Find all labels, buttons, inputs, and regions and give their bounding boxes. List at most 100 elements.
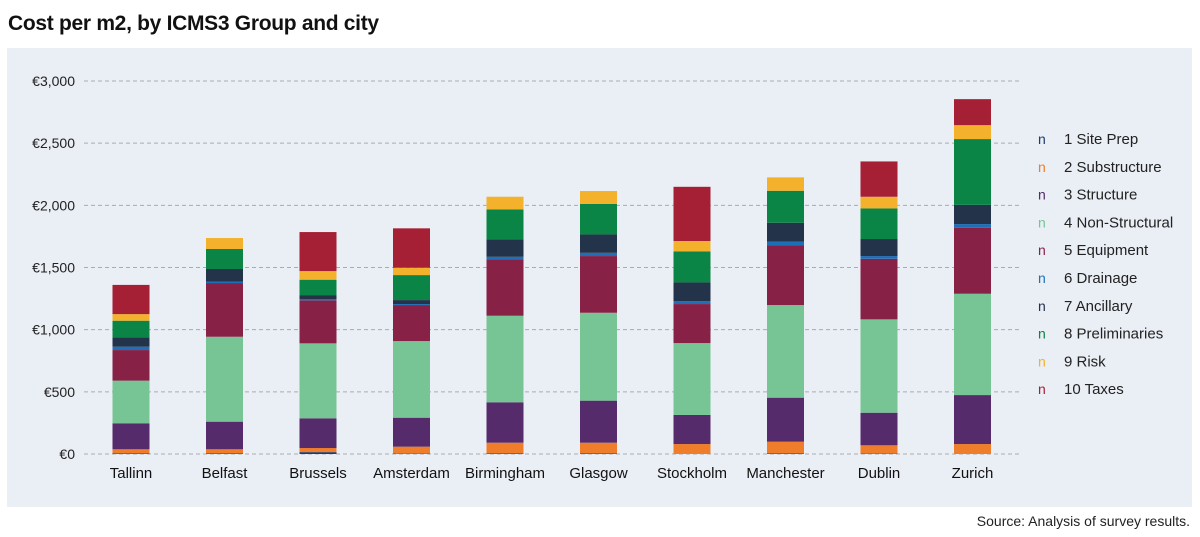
bar-segment-zurich-8 xyxy=(954,139,991,205)
x-tick-label: Dublin xyxy=(858,465,901,482)
bar-segment-amsterdam-5 xyxy=(393,305,430,342)
x-tick-label: Belfast xyxy=(202,465,249,482)
bar-segment-belfast-8 xyxy=(206,248,243,269)
bar-segment-zurich-9 xyxy=(954,125,991,140)
bar-segment-dublin-3 xyxy=(860,412,898,446)
bar-segment-amsterdam-7 xyxy=(393,300,430,305)
legend-label: 5 Equipment xyxy=(1064,242,1149,259)
bar-segment-tallinn-9 xyxy=(112,314,150,321)
bar-segment-belfast-3 xyxy=(206,421,243,450)
bar-segment-tallinn-2 xyxy=(112,449,150,454)
legend-label: 3 Structure xyxy=(1064,187,1137,204)
bar-segment-belfast-5 xyxy=(206,283,243,337)
bar-segment-glasgow-9 xyxy=(580,191,617,204)
bar-segment-brussels-5 xyxy=(299,300,337,344)
bar-segment-brussels-10 xyxy=(299,232,337,272)
legend-marker: n xyxy=(1038,159,1046,175)
bar-segment-dublin-4 xyxy=(860,319,898,413)
bar-segment-stockholm-7 xyxy=(673,282,711,302)
bar-segment-birmingham-7 xyxy=(486,239,524,257)
bar-segment-stockholm-5 xyxy=(673,304,711,344)
bar-segment-stockholm-4 xyxy=(673,343,711,415)
bar-segment-tallinn-1 xyxy=(112,453,150,454)
bar-segment-dublin-8 xyxy=(860,208,898,240)
bar-segment-zurich-6 xyxy=(954,224,991,228)
legend-marker: n xyxy=(1038,381,1046,397)
bar-segment-tallinn-8 xyxy=(112,320,150,338)
bar-segment-manchester-4 xyxy=(767,305,804,398)
legend-label: 9 Risk xyxy=(1064,353,1106,370)
bar-segment-manchester-6 xyxy=(767,241,804,246)
x-tick-label: Brussels xyxy=(289,465,347,482)
bar-segment-brussels-4 xyxy=(299,343,337,419)
bar-segment-zurich-5 xyxy=(954,227,991,294)
bar-segment-amsterdam-3 xyxy=(393,417,430,447)
bar-segment-birmingham-1 xyxy=(486,453,524,454)
legend-label: 2 Substructure xyxy=(1064,159,1162,176)
bar-segment-glasgow-1 xyxy=(580,453,617,454)
bar-segment-zurich-7 xyxy=(954,204,991,225)
bar-segment-brussels-2 xyxy=(299,448,337,453)
bar-segment-dublin-5 xyxy=(860,258,898,320)
y-tick-label: €2,500 xyxy=(32,135,75,151)
bar-segment-brussels-6 xyxy=(299,299,337,301)
legend-label: 4 Non-Structural xyxy=(1064,214,1173,231)
bar-segment-stockholm-8 xyxy=(673,251,711,283)
x-tick-label: Glasgow xyxy=(569,465,628,482)
bar-segment-tallinn-6 xyxy=(112,346,150,351)
bar-segment-manchester-7 xyxy=(767,222,804,242)
bar-segment-tallinn-4 xyxy=(112,380,150,424)
x-tick-label: Amsterdam xyxy=(373,465,450,482)
bar-segment-stockholm-3 xyxy=(673,414,711,445)
chart-title: Cost per m2, by ICMS3 Group and city xyxy=(8,12,379,35)
bar-segment-belfast-6 xyxy=(206,281,243,284)
bar-segment-zurich-3 xyxy=(954,395,991,445)
legend-marker: n xyxy=(1038,214,1046,230)
bar-segment-dublin-9 xyxy=(860,196,898,209)
bar-segment-stockholm-6 xyxy=(673,301,711,305)
x-tick-label: Birmingham xyxy=(465,465,545,482)
bar-segment-birmingham-8 xyxy=(486,209,524,240)
bar-segment-dublin-6 xyxy=(860,256,898,259)
bar-segment-glasgow-2 xyxy=(580,442,617,454)
stacked-bar-chart: €0 €500 €1,000 €1,500 €2,000 €2,500 €3,000 Tall… xyxy=(32,73,1173,482)
y-tick-label: €1,000 xyxy=(32,322,75,338)
bar-segment-birmingham-5 xyxy=(486,259,524,316)
legend-label: 8 Preliminaries xyxy=(1064,326,1163,343)
bar-segment-manchester-3 xyxy=(767,397,804,442)
bar-segment-zurich-4 xyxy=(954,293,991,396)
bar-segment-manchester-8 xyxy=(767,190,804,223)
x-tick-label: Manchester xyxy=(746,465,824,482)
chart-panel: €0 €500 €1,000 €1,500 €2,000 €2,500 €3,000 Tall… xyxy=(7,48,1192,507)
bar-segment-birmingham-6 xyxy=(486,256,524,260)
bar-segment-glasgow-4 xyxy=(580,312,617,401)
bar-segment-brussels-7 xyxy=(299,295,337,300)
bar-segment-stockholm-9 xyxy=(673,241,711,252)
bar-segment-zurich-10 xyxy=(954,99,991,126)
bar-segment-belfast-7 xyxy=(206,268,243,282)
bar-segment-tallinn-3 xyxy=(112,423,150,450)
bar-segment-stockholm-2 xyxy=(673,444,711,454)
legend-label: 1 Site Prep xyxy=(1064,131,1138,148)
bar-segment-tallinn-10 xyxy=(112,284,150,315)
y-tick-label: €1,500 xyxy=(32,260,75,276)
bar-segment-dublin-10 xyxy=(860,161,898,197)
bar-segment-glasgow-3 xyxy=(580,400,617,443)
bar-segment-brussels-3 xyxy=(299,418,337,449)
bar-segment-amsterdam-8 xyxy=(393,275,430,301)
y-tick-label: €3,000 xyxy=(32,73,75,89)
bar-segment-manchester-5 xyxy=(767,245,804,306)
y-tick-label: €0 xyxy=(59,446,75,462)
bar-segment-birmingham-3 xyxy=(486,402,524,443)
bar-segment-zurich-2 xyxy=(954,444,991,454)
bar-segment-amsterdam-2 xyxy=(393,446,430,454)
bar-segment-brussels-1 xyxy=(299,452,337,454)
x-tick-label: Zurich xyxy=(952,465,994,482)
bar-segment-belfast-9 xyxy=(206,238,243,249)
bar-segment-tallinn-7 xyxy=(112,337,150,347)
x-tick-label: Tallinn xyxy=(110,465,153,482)
legend-marker: n xyxy=(1038,353,1046,369)
bar-segment-belfast-1 xyxy=(206,453,243,454)
y-tick-label: €500 xyxy=(44,384,75,400)
bar-segment-birmingham-2 xyxy=(486,442,524,454)
